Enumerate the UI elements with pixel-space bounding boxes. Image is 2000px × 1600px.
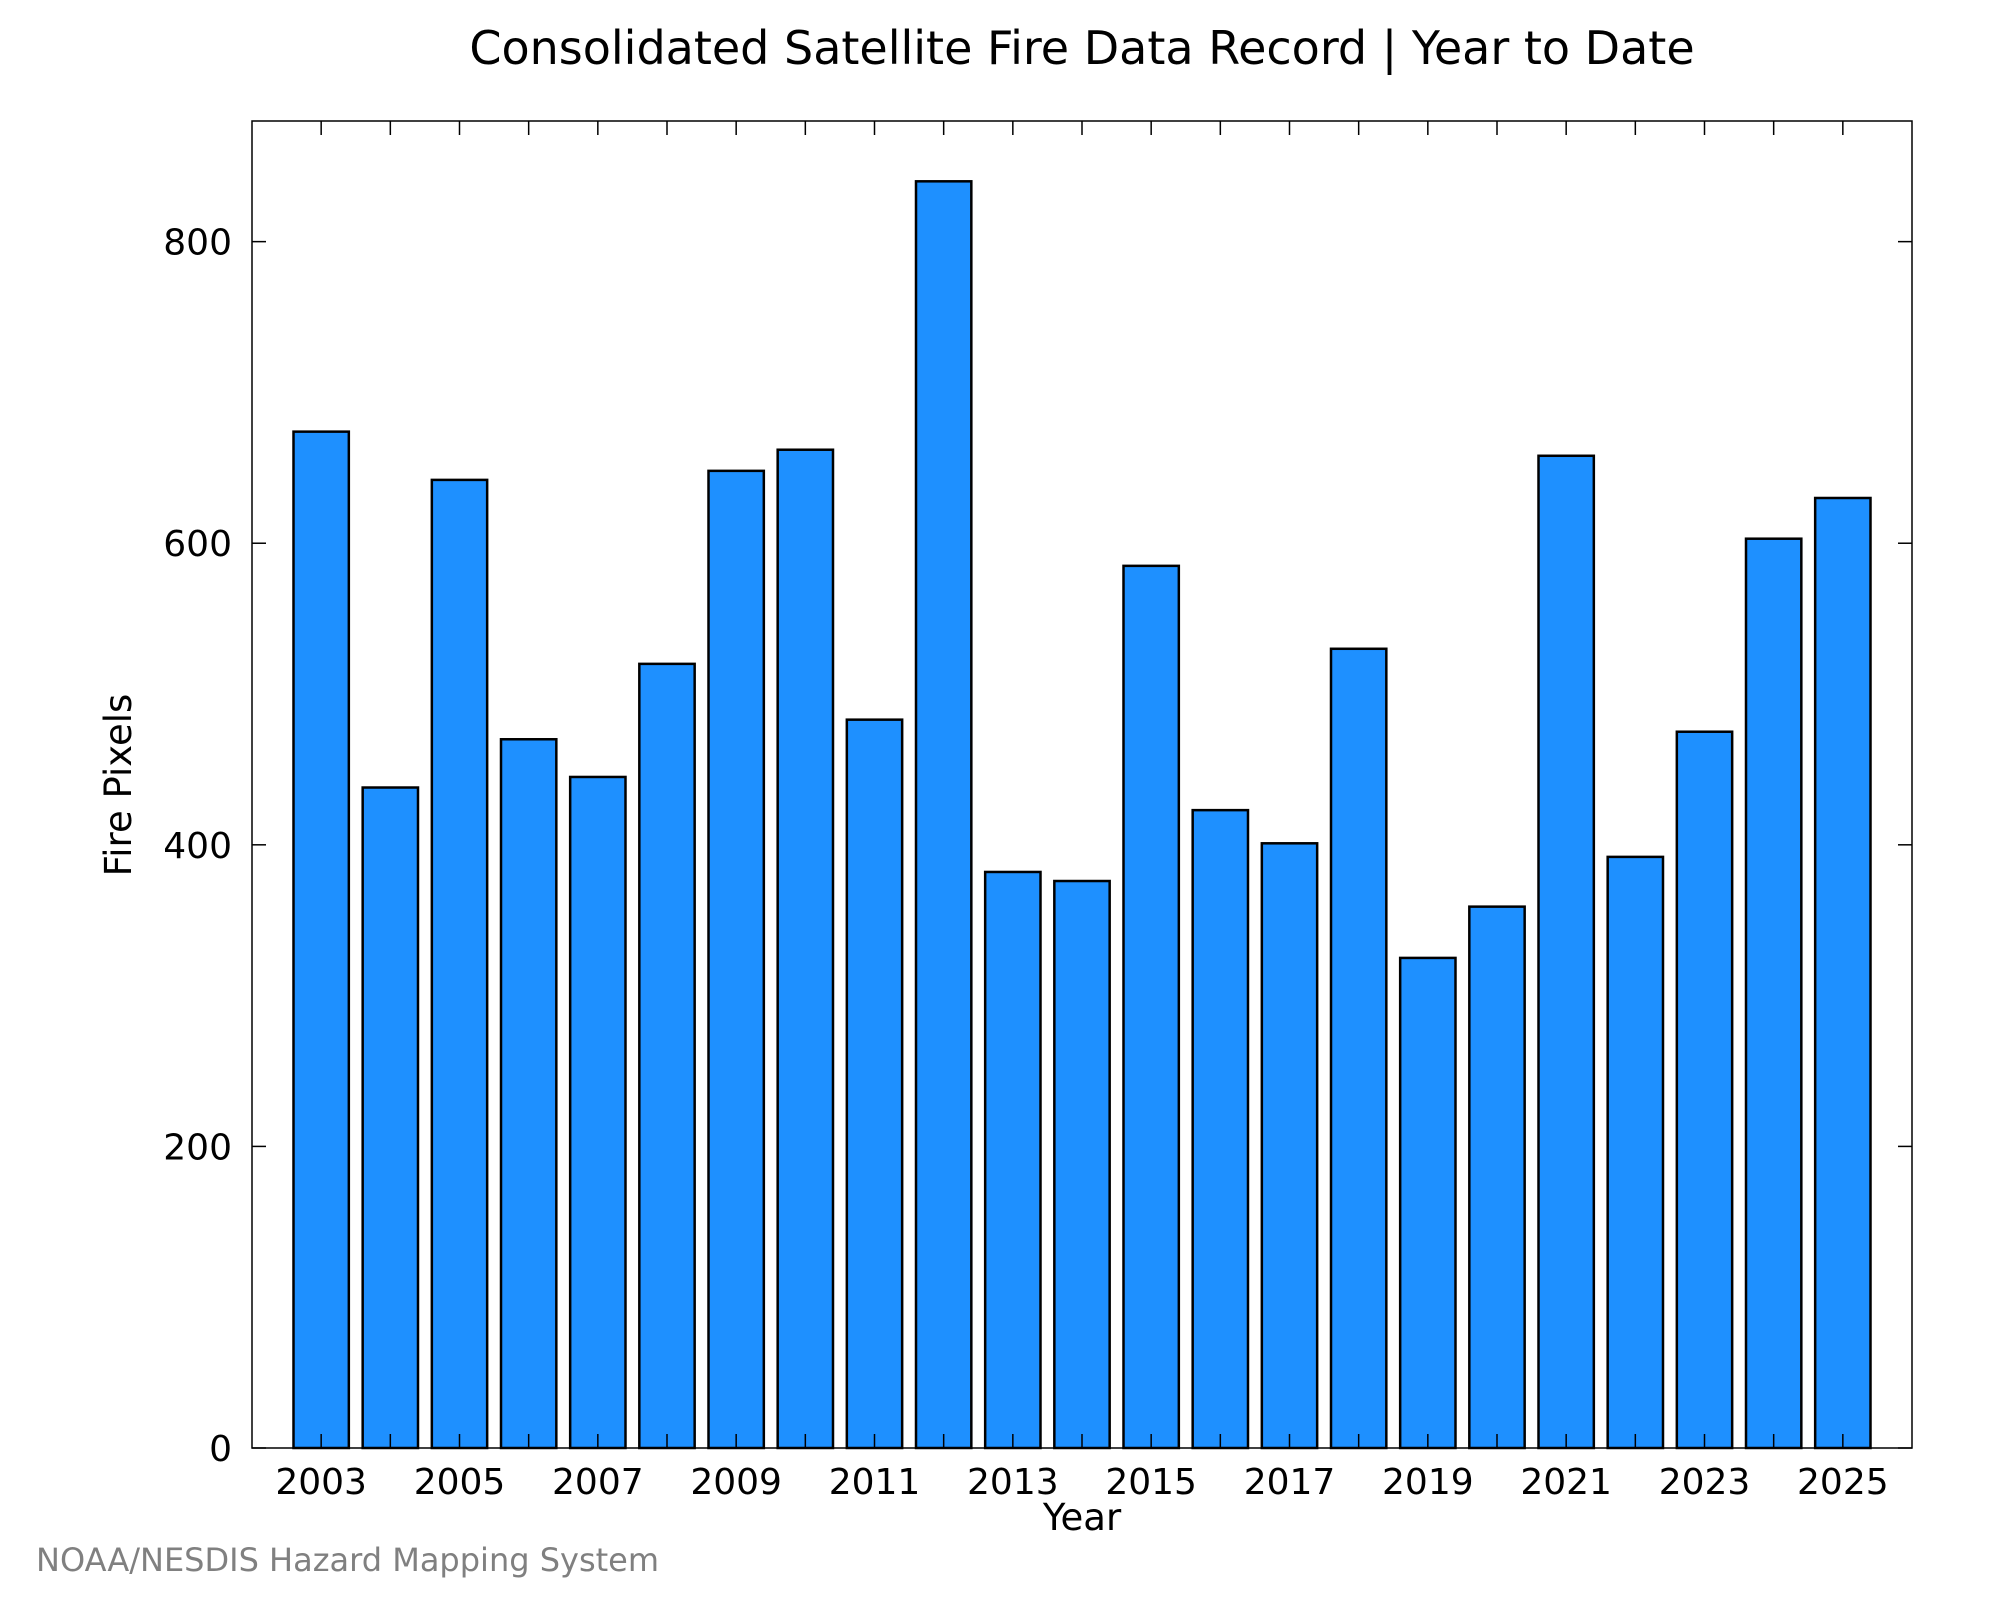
bar-2009	[707, 469, 766, 1450]
chart-title: Consolidated Satellite Fire Data Record …	[469, 21, 1694, 76]
x-tick-label: 2021	[1520, 1462, 1612, 1503]
x-tick-label: 2003	[275, 1462, 367, 1503]
bar-2006	[499, 738, 558, 1450]
bar-2011	[845, 718, 904, 1450]
x-tick-label: 2005	[414, 1462, 506, 1503]
bar-2008	[638, 662, 696, 1450]
x-tick-label: 2019	[1382, 1462, 1474, 1503]
bar-2020	[1468, 905, 1526, 1450]
bars-group	[292, 180, 1872, 1450]
bar-2013	[983, 870, 1042, 1450]
y-tick-label: 800	[163, 223, 232, 264]
x-tick-label: 2015	[1105, 1462, 1197, 1503]
bar-2003	[292, 430, 351, 1450]
x-tick-label: 2009	[690, 1462, 782, 1503]
bar-2022	[1606, 855, 1665, 1450]
x-axis-title: Year	[1042, 1496, 1122, 1539]
bar-2005	[430, 478, 489, 1450]
x-tick-label: 2025	[1797, 1462, 1889, 1503]
y-tick-label: 0	[209, 1429, 232, 1470]
bar-2012	[914, 180, 973, 1450]
bar-2007	[568, 775, 627, 1450]
bar-2010	[776, 448, 835, 1450]
bar-2016	[1191, 808, 1250, 1450]
bar-2023	[1675, 730, 1734, 1450]
bar-2017	[1260, 842, 1319, 1450]
y-tick-label: 400	[163, 826, 232, 867]
bar-2021	[1537, 454, 1596, 1450]
y-tick-label: 200	[163, 1127, 232, 1168]
x-tick-label: 2023	[1659, 1462, 1751, 1503]
x-tick-label: 2007	[552, 1462, 644, 1503]
y-axis-title: Fire Pixels	[97, 694, 140, 877]
bar-2024	[1744, 537, 1803, 1450]
y-tick-label: 600	[163, 524, 232, 565]
bar-2018	[1329, 647, 1388, 1450]
bar-2014	[1053, 879, 1111, 1450]
bar-2025	[1813, 496, 1872, 1450]
source-credit: NOAA/NESDIS Hazard Mapping System	[36, 1541, 659, 1579]
x-tick-label: 2013	[967, 1462, 1059, 1503]
bar-2004	[361, 786, 420, 1450]
x-tick-label: 2011	[829, 1462, 921, 1503]
ticks-group: 0 200 400 600 800 2003 2005 2007 2009 2011 2013 201…	[163, 121, 1912, 1503]
x-tick-label: 2017	[1244, 1462, 1336, 1503]
bar-2019	[1398, 956, 1457, 1450]
plot-frame	[251, 120, 1913, 1449]
bar-2015	[1122, 564, 1181, 1450]
